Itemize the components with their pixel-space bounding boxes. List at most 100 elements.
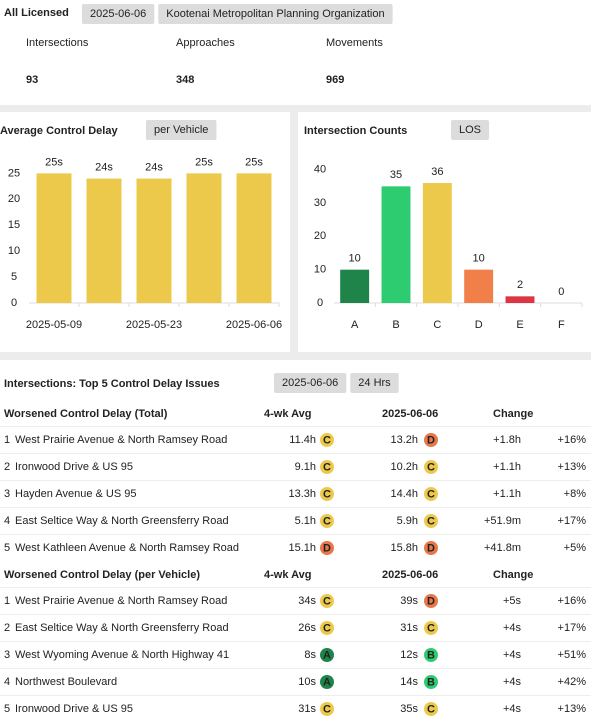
avg-delay: 26s [298,622,316,634]
y-tick-label: 30 [314,197,326,209]
kpi-label: Approaches [176,37,235,49]
grade-letter: D [427,434,435,446]
value-label: 10 [473,253,485,265]
value-label: 10 [349,253,361,265]
change-pct: +17% [558,622,587,634]
table-title: Intersections: Top 5 Control Delay Issue… [4,378,220,390]
grade-badge [424,621,438,635]
column-header: Change [493,569,533,581]
intersection-name[interactable]: Northwest Boulevard [15,676,117,688]
change-pct: +16% [558,595,587,607]
intersection-name[interactable]: Ironwood Drive & US 95 [15,461,133,473]
intersection-name[interactable]: Ironwood Drive & US 95 [15,703,133,715]
change: +1.1h [493,461,521,473]
y-tick-label: 20 [314,230,326,242]
period-chip[interactable] [350,373,399,393]
bar [136,178,172,303]
divider [0,105,591,112]
rank: 1 [4,595,10,607]
current-delay: 14s [400,676,418,688]
x-tick-label: D [475,319,483,331]
y-tick-label: 15 [8,219,20,231]
change-pct: +42% [558,676,587,688]
value-label: 2 [517,279,523,291]
grade-badge [320,541,334,555]
current-delay: 10.2h [390,461,418,473]
kpi-label: Movements [326,37,383,49]
rank: 4 [4,676,10,688]
grade-letter: C [323,434,331,446]
intersection-name[interactable]: East Seltice Way & North Greensferry Roa… [15,515,229,527]
grade-letter: C [323,515,331,527]
grade-badge [320,675,334,689]
change: +51.9m [484,515,521,527]
chart-toggle[interactable] [451,120,490,140]
value-label: 25s [245,156,263,168]
bar [422,183,452,303]
chart-title: Intersection Counts [304,125,407,137]
column-header: Worsened Control Delay (per Vehicle) [4,569,200,581]
date-chip-label[interactable]: 2025-06-06 [90,8,146,20]
y-tick-label: 10 [8,245,20,257]
avg-delay: 9.1h [295,461,316,473]
intersection-name[interactable]: West Wyoming Avenue & North Highway 41 [15,649,229,661]
y-tick-label: 20 [8,193,20,205]
avg-delay: 5.1h [295,515,316,527]
grade-badge [424,675,438,689]
avg-delay: 10s [298,676,316,688]
y-tick-label: 0 [11,297,17,309]
x-tick-label: F [558,319,565,331]
org-chip[interactable] [158,4,393,24]
rank: 5 [4,542,10,554]
divider [290,112,298,352]
column-header: 4-wk Avg [264,569,311,581]
grade-letter: B [427,649,435,661]
chart-toggle-label[interactable]: LOS [459,124,481,136]
grade-badge [320,487,334,501]
change-pct: +13% [558,703,587,715]
intersection-name[interactable]: Hayden Avenue & US 95 [15,488,137,500]
grade-badge [424,594,438,608]
period-chip-label[interactable]: 24 Hrs [358,377,391,389]
page-title: All Licensed [4,7,69,19]
intersection-name[interactable]: West Prairie Avenue & North Ramsey Road [15,434,227,446]
intersection-name[interactable]: West Kathleen Avenue & North Ramsey Road [15,542,239,554]
current-delay: 5.9h [397,515,418,527]
avg-delay: 13.3h [288,488,316,500]
grade-badge [320,648,334,662]
grade-badge [320,514,334,528]
grade-letter: A [323,676,331,688]
grade-letter: C [323,622,331,634]
org-chip-label[interactable]: Kootenai Metropolitan Planning Organizat… [166,8,384,20]
y-tick-label: 0 [317,297,323,309]
grade-badge [424,702,438,716]
chart-toggle-label[interactable]: per Vehicle [154,124,208,136]
column-header: Change [493,408,533,420]
y-tick-label: 5 [11,271,17,283]
grade-letter: C [323,595,331,607]
column-header: 2025-06-06 [382,408,438,420]
change: +1.1h [493,488,521,500]
grade-letter: C [427,703,435,715]
grade-letter: C [323,461,331,473]
x-tick-label: 2025-06-06 [226,319,282,331]
bar [464,269,494,303]
grade-badge [320,702,334,716]
intersection-name[interactable]: East Seltice Way & North Greensferry Roa… [15,622,229,634]
change-pct: +16% [558,434,587,446]
current-delay: 39s [400,595,418,607]
grade-badge [320,460,334,474]
date-chip[interactable] [274,373,347,393]
avg-delay: 34s [298,595,316,607]
change: +4s [503,622,522,634]
intersection-name[interactable]: West Prairie Avenue & North Ramsey Road [15,595,227,607]
avg-delay: 8s [304,649,316,661]
grade-letter: C [427,488,435,500]
change-pct: +8% [564,488,587,500]
rank: 4 [4,515,10,527]
date-chip-label[interactable]: 2025-06-06 [282,377,338,389]
grade-letter: C [427,622,435,634]
date-chip[interactable] [82,4,155,24]
grade-letter: A [323,649,331,661]
chart-toggle[interactable] [146,120,217,140]
